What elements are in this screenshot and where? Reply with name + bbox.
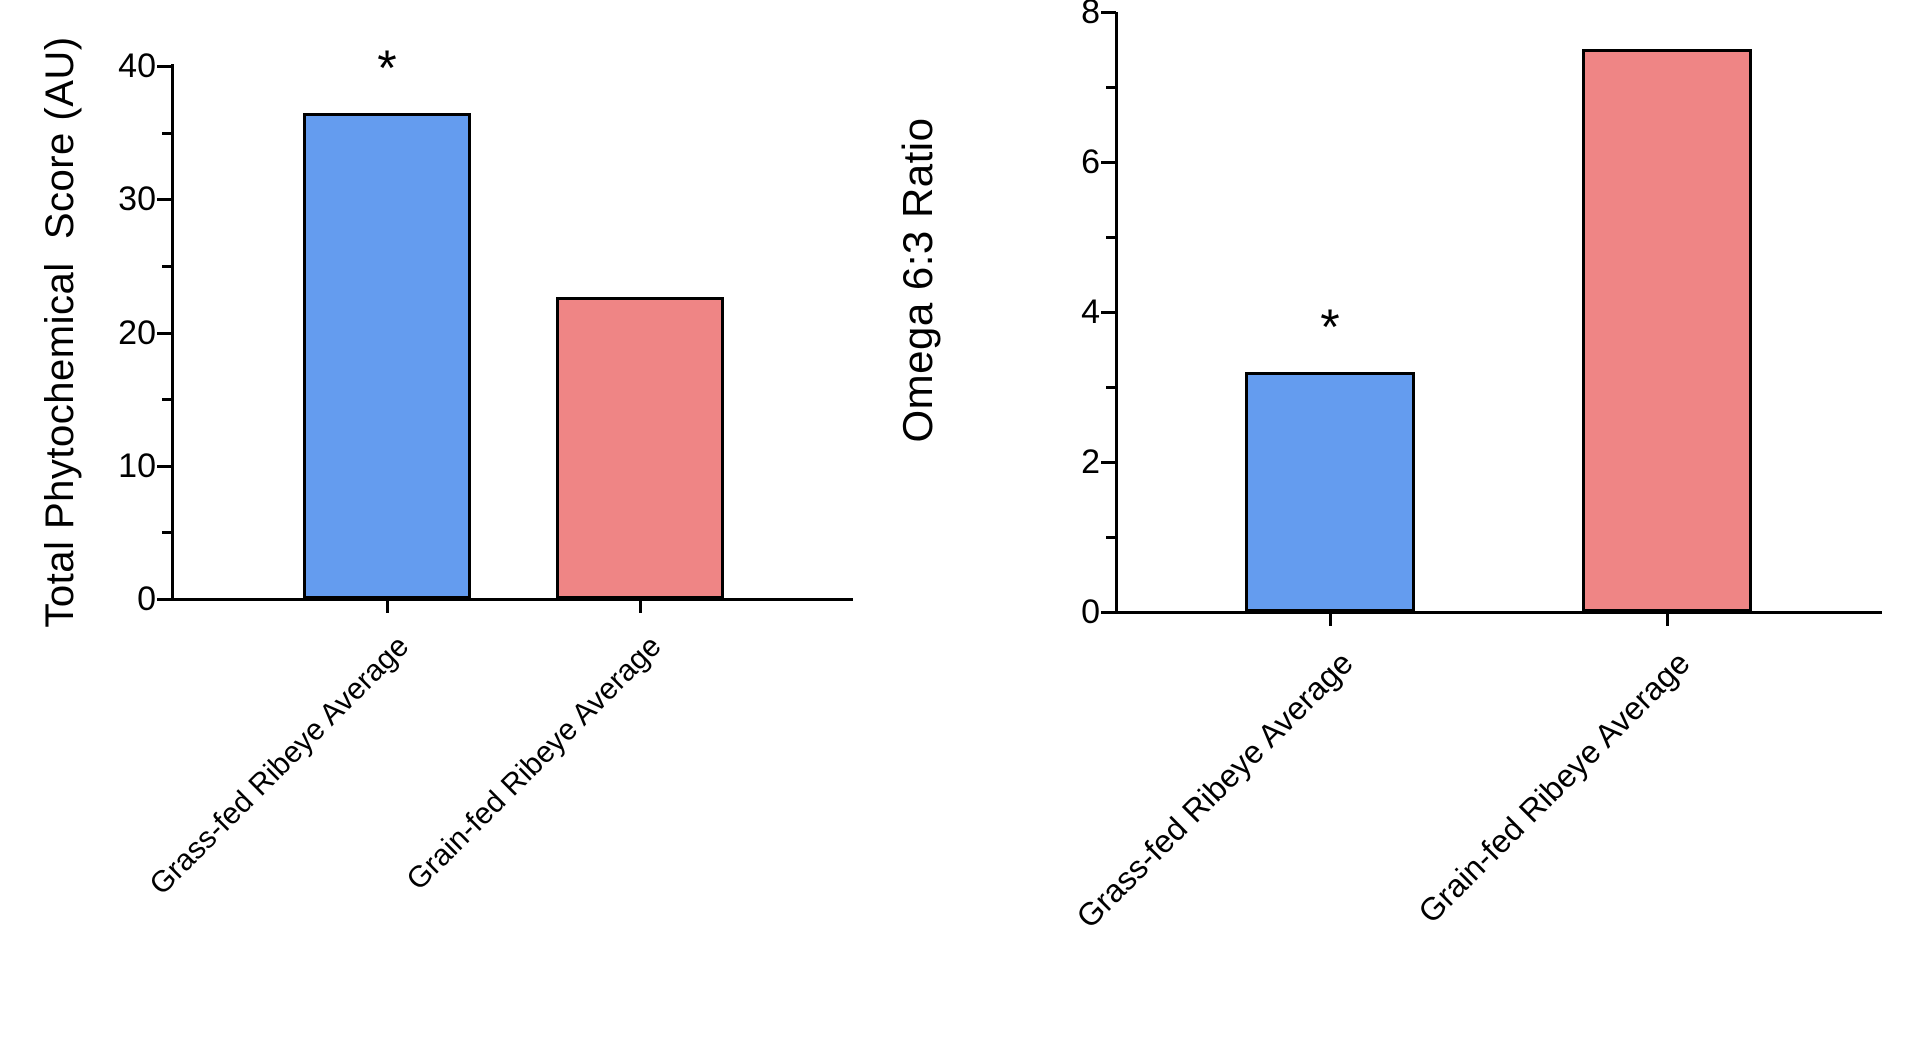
y-tick-label: 0 bbox=[1081, 593, 1100, 631]
x-tick bbox=[386, 600, 389, 613]
x-tick bbox=[1666, 613, 1669, 626]
y-major-tick bbox=[157, 332, 172, 335]
x-axis-line bbox=[1115, 611, 1882, 614]
y-major-tick bbox=[157, 198, 172, 201]
significance-asterisk: * bbox=[377, 40, 397, 96]
x-tick bbox=[639, 600, 642, 613]
y-axis-line bbox=[1115, 12, 1118, 614]
y-major-tick bbox=[1101, 11, 1116, 14]
grain-fed-bar bbox=[1582, 49, 1752, 612]
y-tick-label: 40 bbox=[118, 47, 156, 85]
y-minor-tick bbox=[162, 132, 172, 135]
y-tick-label: 10 bbox=[118, 447, 156, 485]
y-tick-label: 4 bbox=[1081, 293, 1100, 331]
x-axis-line bbox=[171, 598, 853, 601]
y-tick-label: 30 bbox=[118, 180, 156, 218]
y-minor-tick bbox=[1106, 86, 1116, 89]
y-tick-label: 2 bbox=[1081, 443, 1100, 481]
significance-asterisk: * bbox=[1320, 299, 1340, 355]
y-minor-tick bbox=[162, 265, 172, 268]
y-axis-line bbox=[171, 64, 174, 601]
y-major-tick bbox=[1101, 311, 1116, 314]
grass-fed-bar bbox=[303, 113, 471, 599]
x-category-label: Grain-fed Ribeye Average bbox=[1411, 644, 1698, 930]
y-major-tick bbox=[157, 465, 172, 468]
y-tick-label: 8 bbox=[1081, 0, 1100, 31]
y-major-tick bbox=[1101, 161, 1116, 164]
y-minor-tick bbox=[162, 531, 172, 534]
grain-fed-bar bbox=[556, 297, 724, 599]
y-major-tick bbox=[157, 65, 172, 68]
y-minor-tick bbox=[1106, 236, 1116, 239]
y-major-tick bbox=[1101, 461, 1116, 464]
y-major-tick bbox=[1101, 611, 1116, 614]
y-tick-label: 6 bbox=[1081, 143, 1100, 181]
y-major-tick bbox=[157, 598, 172, 601]
y-minor-tick bbox=[1106, 386, 1116, 389]
y-tick-label: 20 bbox=[118, 314, 156, 352]
y-tick-label: 0 bbox=[137, 580, 156, 618]
grass-fed-bar bbox=[1245, 372, 1415, 612]
y-minor-tick bbox=[162, 398, 172, 401]
y-minor-tick bbox=[1106, 536, 1116, 539]
x-tick bbox=[1329, 613, 1332, 626]
x-category-label: Grass-fed Ribeye Average bbox=[1069, 644, 1361, 936]
